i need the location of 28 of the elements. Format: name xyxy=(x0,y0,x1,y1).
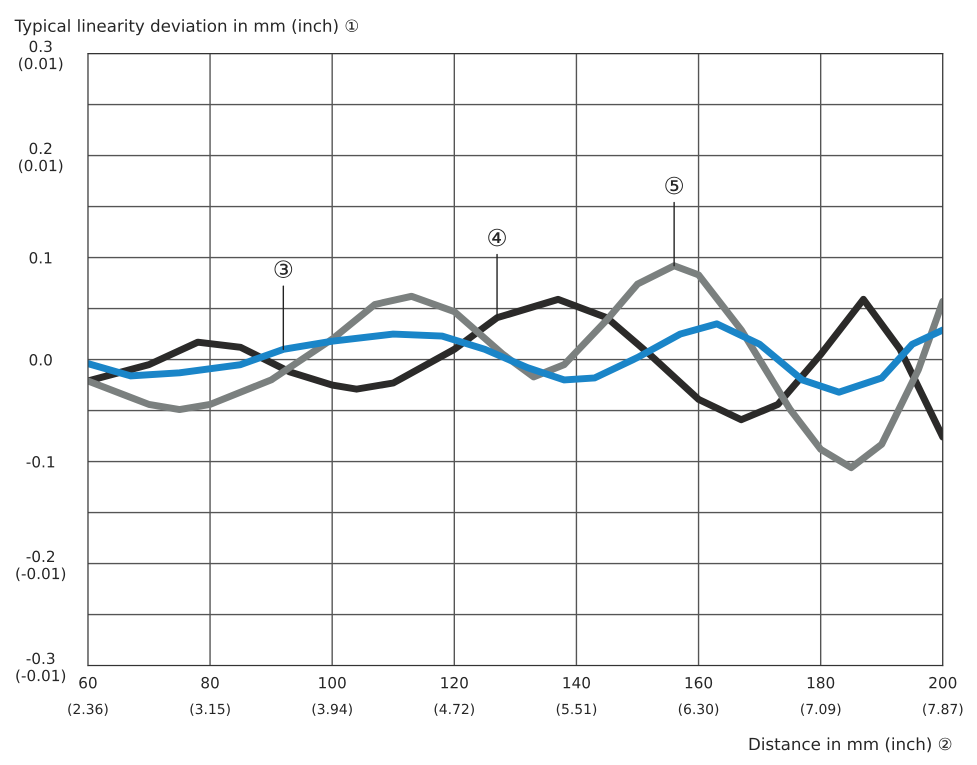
y-axis-title: Typical linearity deviation in mm (inch) ① xyxy=(14,19,358,36)
annotation: ⑤ xyxy=(665,176,683,194)
x2-tick-label: (6.30) xyxy=(678,704,718,716)
x-tick-label: 120 xyxy=(441,676,468,688)
x-tick-label: 80 xyxy=(201,676,219,688)
x2-tick-label: (3.15) xyxy=(190,704,230,716)
y-tick-label: 0.3 (0.01) xyxy=(19,40,62,72)
x2-tick-label: (3.94) xyxy=(312,704,352,716)
x-tick-label: 100 xyxy=(319,676,346,688)
y-tick-label: -0.3 (-0.01) xyxy=(16,652,66,684)
y-tick-label: -0.2 (-0.01) xyxy=(16,550,66,582)
x2-tick-label: (2.36) xyxy=(68,704,108,716)
x2-tick-label: (5.51) xyxy=(556,704,596,716)
y-tick-label: 0.0 xyxy=(30,354,52,366)
annotation: ④ xyxy=(488,228,506,246)
x-axis-title: Distance in mm (inch) ② xyxy=(750,737,952,752)
x-tick-label: 160 xyxy=(686,676,712,688)
x-tick-label: 60 xyxy=(79,676,97,688)
x2-tick-label: (7.87) xyxy=(923,704,962,716)
annotation: ③ xyxy=(274,260,292,278)
y-tick-label: 0.1 xyxy=(30,252,52,264)
x-tick-label: 180 xyxy=(808,676,834,688)
y-tick-label: 0.2 (0.01) xyxy=(19,142,62,174)
x2-tick-label: (4.72) xyxy=(434,704,474,716)
y-tick-label: -0.1 xyxy=(26,456,54,468)
x-tick-label: 200 xyxy=(929,676,956,688)
x2-tick-label: (7.09) xyxy=(801,704,840,716)
x-tick-label: 140 xyxy=(564,676,590,688)
